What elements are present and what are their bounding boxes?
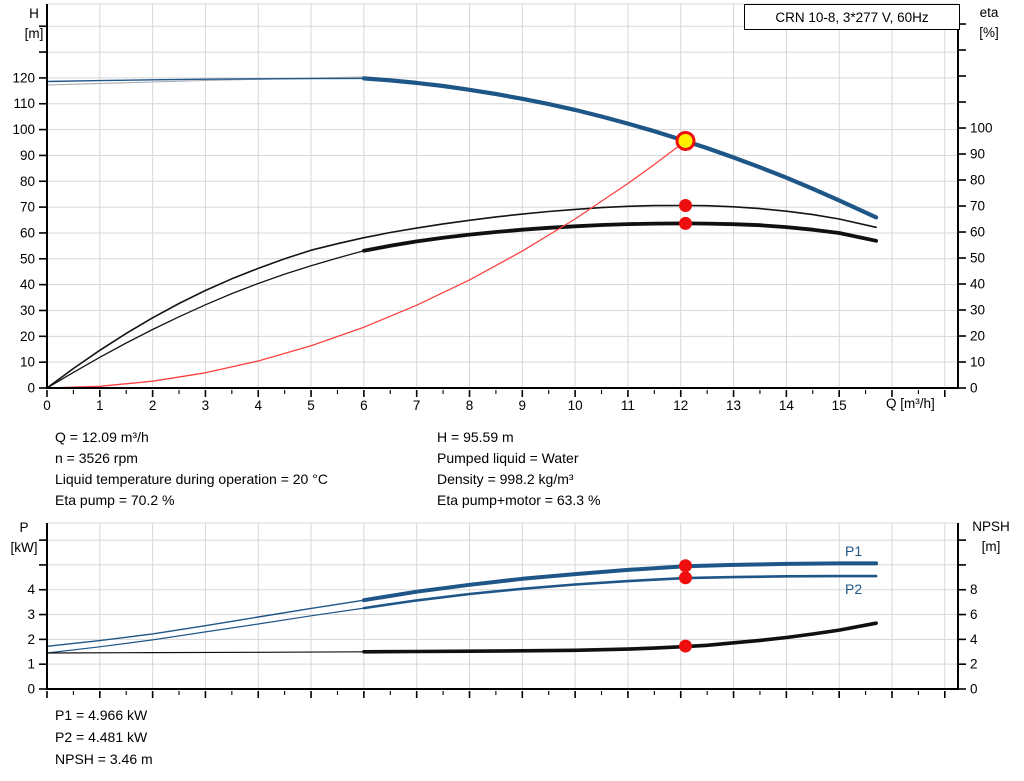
qh-x-tick-label: 6 bbox=[360, 398, 368, 413]
qh-yright-tick-label: 20 bbox=[970, 329, 985, 344]
p1-curve-label: P1 bbox=[845, 543, 863, 559]
info-eta-pump: Eta pump = 70.2 % bbox=[55, 492, 175, 508]
power-yleft-tick-label: 2 bbox=[27, 632, 35, 647]
result-p1: P1 = 4.966 kW bbox=[55, 707, 148, 723]
p2-curve-thin bbox=[46, 607, 365, 654]
qh-yright-tick-label: 10 bbox=[970, 355, 985, 370]
info-flow: Q = 12.09 m³/h bbox=[55, 429, 149, 445]
qh-x-tick-label: 10 bbox=[568, 398, 583, 413]
qh-yright-tick-label: 70 bbox=[970, 199, 985, 214]
qh-x-tick-label: 8 bbox=[466, 398, 474, 413]
eta-pump-motor-curve bbox=[361, 221, 878, 253]
info-speed: n = 3526 rpm bbox=[55, 450, 138, 466]
qh-x-tick-label: 13 bbox=[726, 398, 741, 413]
system-curve bbox=[46, 140, 687, 389]
qh-yleft-tick-label: 40 bbox=[20, 277, 35, 292]
qh-yleft-tick-label: 50 bbox=[20, 251, 35, 266]
qh-yleft-tick-label: 10 bbox=[20, 355, 35, 370]
power-yright-tick-label: 4 bbox=[970, 632, 978, 647]
qh-x-tick-label: 14 bbox=[779, 398, 795, 413]
qh-yright-tick-label: 80 bbox=[970, 173, 985, 188]
p1-curve bbox=[361, 561, 879, 603]
info-pumped-liquid: Pumped liquid = Water bbox=[437, 450, 579, 466]
qh-yleft-tick-label: 0 bbox=[27, 381, 35, 396]
qh-yright-tick-label: 40 bbox=[970, 277, 985, 292]
qh-yright-tick-label: 60 bbox=[970, 225, 985, 240]
power-chart: 0 1 2 3 4 0 2 4 6 8 bbox=[27, 522, 978, 698]
power-yright-tick-label: 6 bbox=[970, 607, 978, 622]
duty-info-left: Q = 12.09 m³/h n = 3526 rpm Liquid tempe… bbox=[55, 427, 328, 511]
pump-curve bbox=[361, 76, 879, 220]
qh-x-tick-label: 0 bbox=[43, 398, 51, 413]
qh-yleft-tick-label: 30 bbox=[20, 303, 35, 318]
duty-point[interactable] bbox=[675, 130, 696, 151]
p-axis-title: P [kW] bbox=[10, 520, 38, 555]
eta-pump-motor-point bbox=[678, 216, 692, 230]
h-axis-title: H [m] bbox=[24, 6, 44, 41]
qh-yleft-tick-label: 80 bbox=[20, 174, 35, 189]
duty-info-right: H = 95.59 m Pumped liquid = Water Densit… bbox=[437, 427, 600, 511]
result-npsh: NPSH = 3.46 m bbox=[55, 751, 153, 767]
qh-x-tick-label: 11 bbox=[621, 398, 635, 413]
qh-yleft-tick-label: 110 bbox=[13, 96, 35, 111]
info-head: H = 95.59 m bbox=[437, 429, 514, 445]
power-yright-tick-label: 8 bbox=[970, 582, 978, 597]
qh-yleft-tick-label: 20 bbox=[20, 329, 35, 344]
qh-plot-area[interactable] bbox=[47, 4, 958, 388]
qh-x-tick-label: 5 bbox=[307, 398, 315, 413]
qh-x-tick-label: 7 bbox=[413, 398, 421, 413]
qh-yleft-tick-label: 60 bbox=[20, 225, 35, 240]
qh-yleft-tick-label: 100 bbox=[12, 122, 35, 137]
power-yleft-tick-label: 0 bbox=[27, 682, 35, 697]
qh-yleft-tick-label: 70 bbox=[20, 200, 35, 215]
qh-chart: 0 1 2 3 4 5 6 7 8 9 10 11 12 13 14 15010203040506070809… bbox=[12, 3, 993, 413]
pump-title: CRN 10-8, 3*277 V, 60Hz bbox=[775, 9, 929, 25]
p2-curve bbox=[362, 574, 878, 610]
eta-axis-title: eta [%] bbox=[979, 5, 999, 40]
power-yleft-tick-label: 4 bbox=[27, 582, 35, 597]
pump-title-box: CRN 10-8, 3*277 V, 60Hz bbox=[744, 4, 960, 30]
power-yleft-tick-label: 1 bbox=[27, 657, 35, 672]
qh-yright-tick-label: 100 bbox=[970, 121, 993, 136]
qh-x-tick-label: 4 bbox=[254, 398, 262, 413]
p1-curve-thin bbox=[46, 599, 365, 647]
p2-curve-label: P2 bbox=[845, 581, 863, 597]
qh-yright-tick-label: 30 bbox=[970, 303, 985, 318]
qh-yleft-tick-label: 90 bbox=[20, 148, 35, 163]
qh-yright-tick-label: 90 bbox=[970, 147, 985, 162]
npsh-curve-thin bbox=[46, 651, 365, 654]
qh-x-tick-label: 1 bbox=[96, 398, 104, 413]
npsh-point bbox=[678, 639, 692, 653]
info-liquid-temperature: Liquid temperature during operation = 20… bbox=[55, 471, 328, 487]
q-axis-title: Q [m³/h] bbox=[886, 396, 935, 411]
power-yright-tick-label: 0 bbox=[970, 682, 978, 697]
qh-x-tick-label: 9 bbox=[519, 398, 527, 413]
power-yleft-tick-label: 3 bbox=[27, 607, 35, 622]
qh-x-tick-label: 15 bbox=[832, 398, 847, 413]
qh-x-tick-label: 3 bbox=[202, 398, 210, 413]
qh-yright-tick-label: 50 bbox=[970, 251, 985, 266]
result-p2: P2 = 4.481 kW bbox=[55, 729, 148, 745]
power-plot-area[interactable] bbox=[47, 523, 958, 689]
power-yright-tick-label: 2 bbox=[970, 657, 978, 672]
qh-yright-tick-label: 0 bbox=[970, 381, 978, 396]
qh-x-tick-label: 12 bbox=[673, 398, 688, 413]
eta-pump-curve bbox=[46, 204, 877, 389]
eta-pump-motor-thin bbox=[46, 250, 365, 389]
npsh-axis-title: NPSH [m] bbox=[972, 519, 1010, 554]
qh-x-tick-label: 2 bbox=[149, 398, 157, 413]
results-block: P1 = 4.966 kW P2 = 4.481 kW NPSH = 3.46 … bbox=[55, 704, 153, 770]
info-eta-pump-motor: Eta pump+motor = 63.3 % bbox=[437, 492, 601, 508]
eta-pump-point bbox=[678, 198, 692, 212]
qh-yleft-tick-label: 120 bbox=[12, 70, 35, 85]
p1-point bbox=[678, 559, 692, 573]
pump-curve-thin bbox=[46, 77, 365, 83]
info-density: Density = 998.2 kg/m³ bbox=[437, 471, 574, 487]
p2-point bbox=[678, 571, 692, 585]
